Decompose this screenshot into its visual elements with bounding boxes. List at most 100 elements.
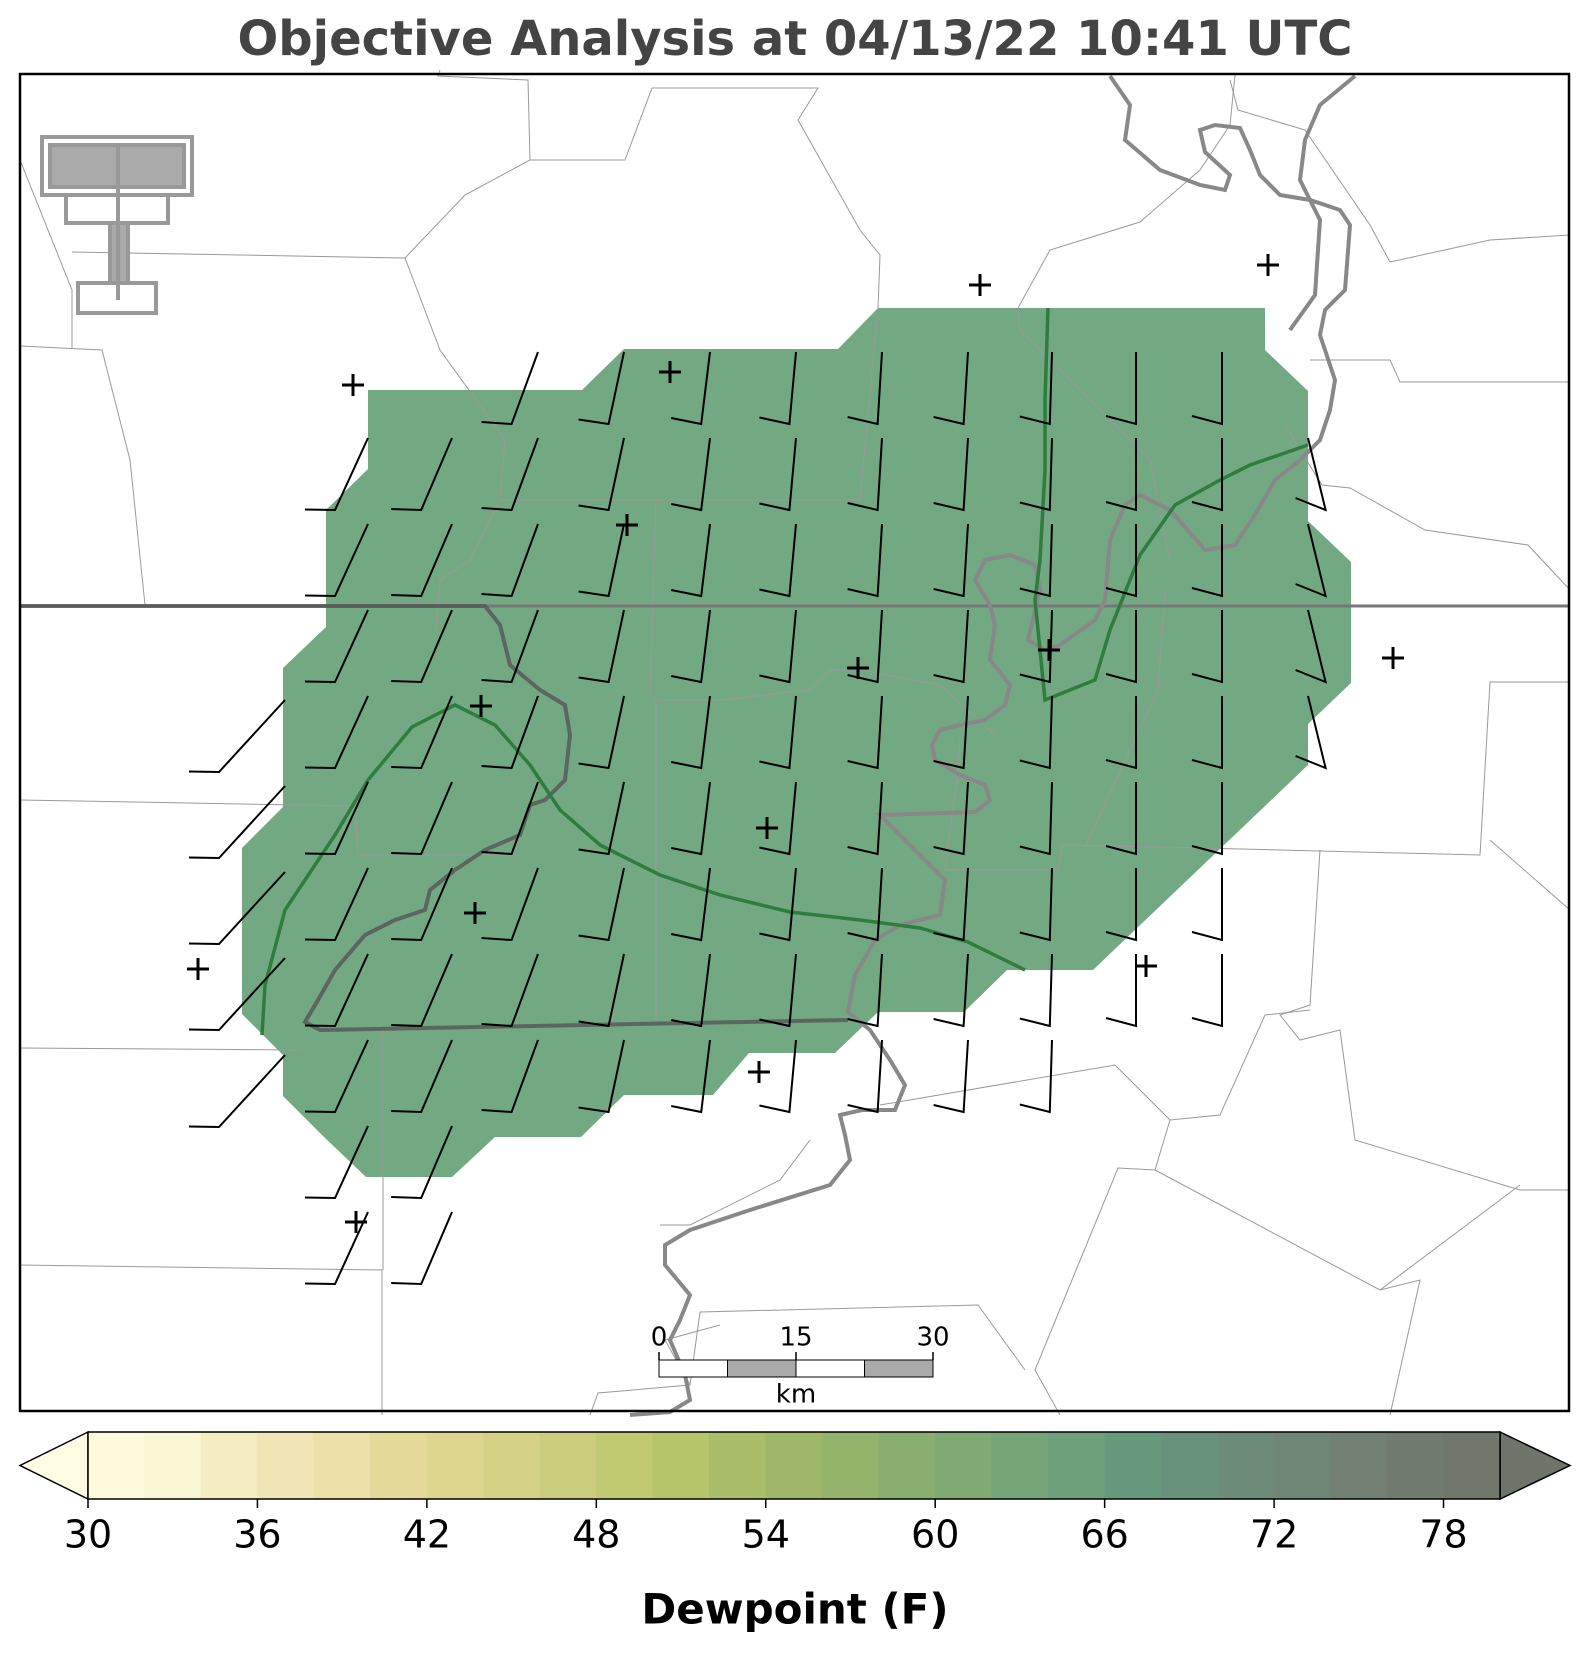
wind-barb <box>1295 609 1328 684</box>
station <box>464 902 486 924</box>
wind-barb <box>304 437 369 512</box>
wind-barb <box>933 781 969 856</box>
colorbar-tick-label: 42 <box>403 1513 451 1557</box>
wind-barb <box>1191 352 1223 426</box>
station <box>470 695 492 717</box>
wind-barb <box>671 609 711 684</box>
wind-barb <box>847 437 883 512</box>
wind-barb <box>847 867 883 942</box>
colorbar-segment <box>709 1431 767 1500</box>
wind-barb <box>671 437 711 512</box>
wind-barb <box>759 523 797 598</box>
wind-barb <box>671 351 711 426</box>
wind-barb <box>1191 954 1223 1028</box>
wind-barb <box>847 781 883 856</box>
wind-barb <box>671 523 711 598</box>
wind-barb <box>481 867 539 942</box>
wind-barb <box>391 437 453 512</box>
wind-barb <box>1105 954 1137 1028</box>
wind-barb <box>481 1039 539 1114</box>
wind-barb <box>578 1039 625 1114</box>
colorbar-label: Dewpoint (F) <box>641 1585 948 1634</box>
colorbar-segment <box>426 1431 484 1500</box>
wind-barb <box>391 953 453 1028</box>
colorbar-segment <box>1273 1431 1331 1500</box>
wind-barb <box>933 1039 969 1114</box>
colorbar-tick-label: 78 <box>1419 1513 1467 1557</box>
county-lines <box>19 69 1571 1416</box>
wind-barb <box>578 609 625 684</box>
title: Objective Analysis at 04/13/22 10:41 UTC <box>238 11 1353 67</box>
wind-barb <box>391 1125 453 1200</box>
wind-barb <box>1191 610 1223 684</box>
wind-barb <box>1191 438 1223 512</box>
colorbar-frame <box>87 1431 1501 1500</box>
station <box>847 657 869 679</box>
map-area: 0 15 30 km <box>18 69 1571 1417</box>
wind-barb <box>847 695 883 770</box>
colorbar-segment <box>1386 1431 1444 1500</box>
colorbar-tick-label: 36 <box>233 1513 281 1557</box>
map-frame <box>18 72 1571 1413</box>
wind-barb <box>847 953 883 1028</box>
wind-barb <box>481 953 539 1028</box>
wind-barb <box>1019 1039 1053 1114</box>
station <box>1382 647 1404 669</box>
wind-barb <box>304 781 369 856</box>
wind-barb <box>933 351 969 426</box>
wind-barb <box>1105 352 1137 426</box>
colorbar-segment <box>765 1431 823 1500</box>
scale-unit: km <box>776 1380 816 1410</box>
wind-barb <box>933 953 969 1028</box>
wind-barb <box>933 523 969 598</box>
wind-barb <box>1105 438 1137 512</box>
wind-barb <box>933 695 969 770</box>
wind-barb <box>1295 695 1328 770</box>
wind-barb <box>578 351 625 426</box>
wind-barb <box>759 695 797 770</box>
wind-barb <box>1019 867 1053 942</box>
wind-barb <box>304 867 369 942</box>
wind-barb <box>1191 696 1223 770</box>
station <box>756 817 778 839</box>
wind-barb <box>759 351 797 426</box>
wind-barb <box>304 1039 369 1114</box>
station <box>748 1061 770 1083</box>
wind-barb <box>578 523 625 598</box>
wind-barb <box>1019 351 1053 426</box>
station <box>342 374 364 396</box>
station <box>187 958 209 980</box>
wind-barb <box>1105 610 1137 684</box>
station <box>1257 254 1279 276</box>
wind-barb <box>671 781 711 856</box>
wind-barb <box>759 1039 797 1114</box>
colorbar-tick-label: 48 <box>572 1513 620 1557</box>
colorbar-segment <box>483 1431 541 1500</box>
colorbar-segment <box>1160 1431 1218 1500</box>
colorbar-segment <box>991 1431 1049 1500</box>
wind-barb <box>188 871 286 946</box>
station <box>345 1211 367 1233</box>
contours <box>260 307 1309 1036</box>
wind-barb <box>304 523 369 598</box>
river <box>629 74 1357 1417</box>
colorbar-segment <box>257 1431 315 1500</box>
wind-barbs <box>188 351 1328 1286</box>
wind-barb <box>391 609 453 684</box>
colorbar-tick-label: 54 <box>742 1513 790 1557</box>
stations <box>187 254 1404 1233</box>
colorbar-segment <box>878 1431 936 1500</box>
wind-barb <box>671 1039 711 1114</box>
colorbar-segment <box>1047 1431 1105 1500</box>
scale-label: 30 <box>916 1323 949 1353</box>
colorbar-segment <box>652 1431 710 1500</box>
scale-segment <box>795 1359 865 1378</box>
wind-barb <box>1295 437 1328 512</box>
wind-barb <box>578 953 625 1028</box>
wind-barb <box>847 351 883 426</box>
wind-barb <box>759 867 797 942</box>
scale-segment <box>658 1359 728 1378</box>
wind-barb <box>759 609 797 684</box>
wind-barb <box>933 437 969 512</box>
